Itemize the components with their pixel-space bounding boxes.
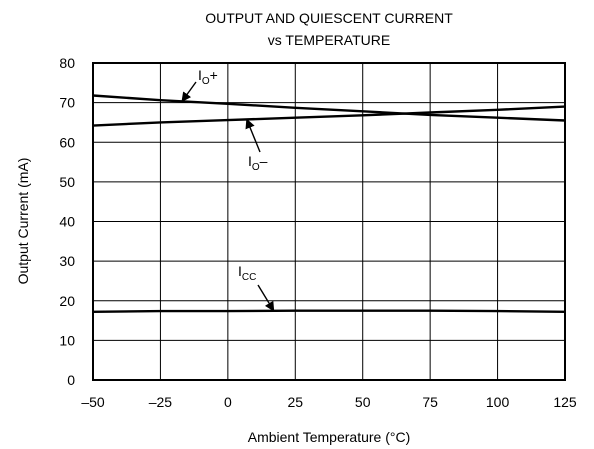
series-label-icc: ICC bbox=[238, 263, 256, 283]
y-tick-label: 80 bbox=[59, 55, 75, 71]
y-tick-label: 50 bbox=[59, 174, 75, 190]
x-tick-label: 75 bbox=[422, 394, 438, 410]
x-tick-label: 100 bbox=[486, 394, 510, 410]
series-line-io-minus bbox=[92, 105, 566, 127]
y-axis-label: Output Current (mA) bbox=[15, 158, 31, 285]
chart-title-line-1: OUTPUT AND QUIESCENT CURRENT bbox=[205, 10, 453, 26]
y-tick-label: 70 bbox=[59, 95, 75, 111]
x-tick-label: 0 bbox=[224, 394, 232, 410]
x-tick-label: 25 bbox=[287, 394, 303, 410]
series-line-icc bbox=[92, 309, 566, 313]
plot-frame bbox=[92, 62, 566, 381]
chart-title-line-2: vs TEMPERATURE bbox=[268, 32, 390, 48]
series-label-io-plus: IO+ bbox=[198, 67, 218, 87]
series-annotations: IO+ IO– ICC bbox=[181, 67, 275, 312]
y-tick-label: 30 bbox=[59, 253, 75, 269]
series-line-io-plus bbox=[92, 94, 566, 122]
y-tick-label: 20 bbox=[59, 293, 75, 309]
x-axis-label: Ambient Temperature (°C) bbox=[248, 429, 411, 445]
annotation-arrow-icc bbox=[257, 284, 275, 312]
y-tick-label: 40 bbox=[59, 214, 75, 230]
x-tick-label: 50 bbox=[355, 394, 371, 410]
x-tick-label: –25 bbox=[149, 394, 173, 410]
y-tick-label: 0 bbox=[67, 372, 75, 388]
series-lines bbox=[92, 94, 566, 313]
x-tick-label: 125 bbox=[553, 394, 577, 410]
y-tick-label: 60 bbox=[59, 134, 75, 150]
annotation-arrow-io-minus bbox=[245, 118, 261, 153]
x-tick-label: –50 bbox=[81, 394, 105, 410]
annotation-arrow-io-plus bbox=[181, 81, 197, 103]
tick-labels: –50 –25 0 25 50 75 100 125 0 10 20 30 40 50 60 70 80 bbox=[59, 55, 576, 410]
series-label-io-minus: IO– bbox=[248, 153, 268, 173]
y-tick-label: 10 bbox=[59, 332, 75, 348]
